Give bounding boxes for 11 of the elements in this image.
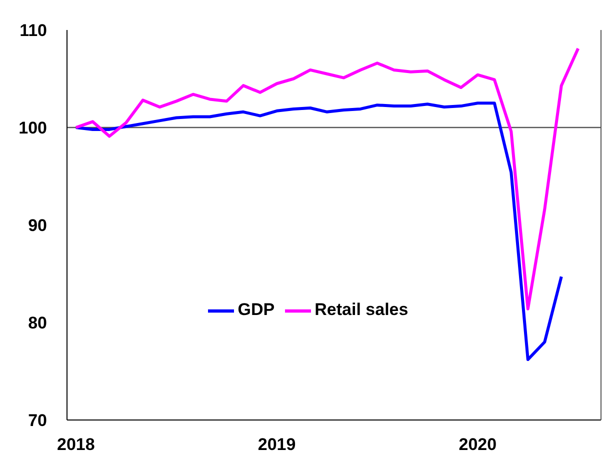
line-series (74, 102, 563, 362)
x-tick-label: 2019 (258, 435, 296, 454)
legend-label: Retail sales (314, 300, 408, 320)
y-tick-label: 80 (28, 314, 47, 333)
x-tick-label: 2020 (458, 435, 497, 454)
y-tick-label: 70 (28, 411, 47, 430)
y-tick-label: 110 (20, 21, 47, 40)
legend-label: GDP (238, 300, 275, 320)
y-tick-label: 90 (28, 216, 47, 236)
x-tick-label: 2018 (57, 435, 95, 454)
y-tick-label: 100 (18, 118, 47, 138)
